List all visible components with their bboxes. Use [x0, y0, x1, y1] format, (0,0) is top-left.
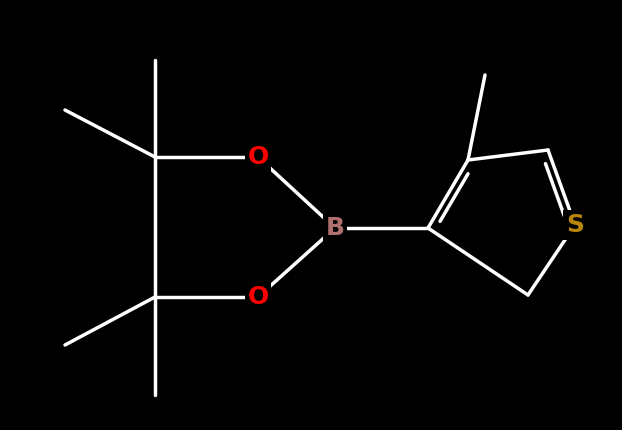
Text: S: S — [566, 213, 584, 237]
Text: O: O — [248, 285, 269, 309]
Text: B: B — [325, 216, 345, 240]
Text: O: O — [248, 145, 269, 169]
